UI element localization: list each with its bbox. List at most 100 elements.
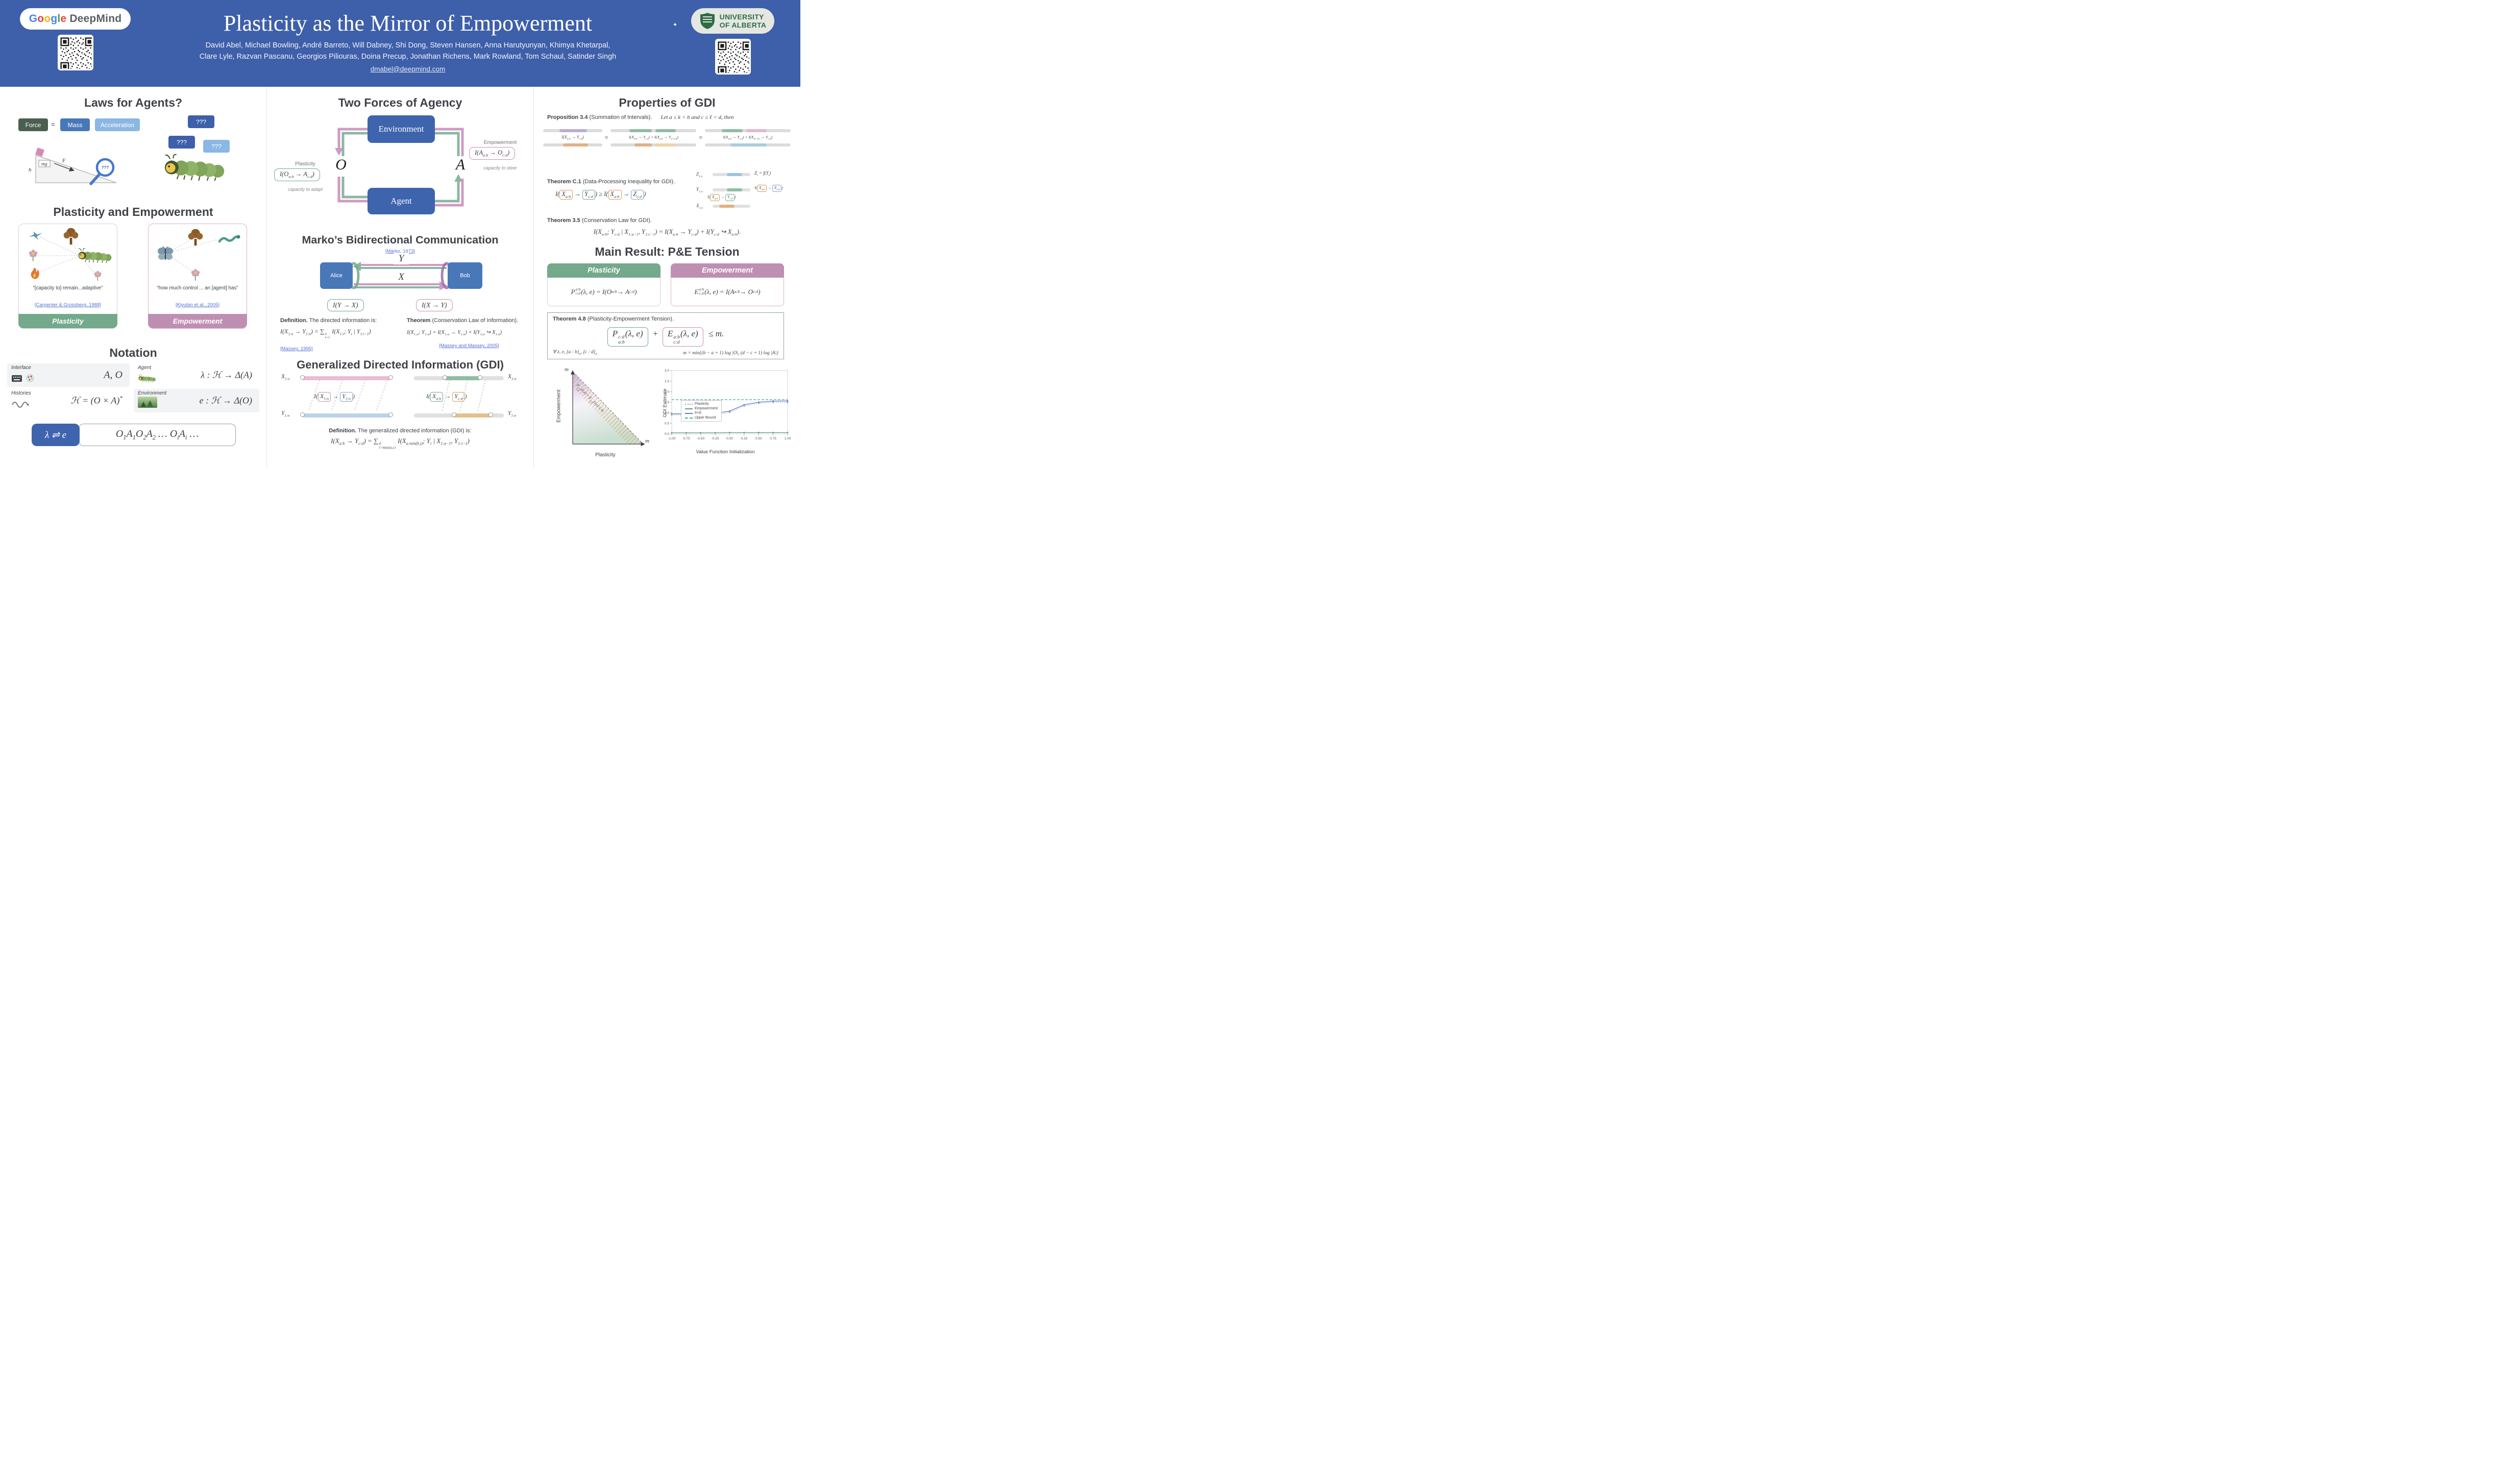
two-forces-heading: Two Forces of Agency bbox=[338, 96, 462, 109]
sparkle-icon: ✦ bbox=[673, 22, 678, 28]
y-bar bbox=[713, 188, 750, 191]
gdi-heading: Generalized Directed Information (GDI) bbox=[297, 358, 504, 371]
svg-text:2.0: 2.0 bbox=[665, 390, 669, 394]
histories-squiggle-icon bbox=[11, 400, 30, 410]
header-center: Plasticity as the Mirror of Empowerment … bbox=[135, 8, 680, 83]
agent-icon bbox=[138, 374, 156, 385]
conservation-formula: I(X1:n; Y1:n) = I(X1:n → Y1:n) + I(Y1:n … bbox=[407, 329, 502, 337]
agent-value: λ : ℋ → Δ(A) bbox=[201, 370, 252, 380]
gdi-left-formula: I(X1:n → Y1:n) bbox=[314, 392, 355, 402]
chart-ylabel: GDI Estimate bbox=[662, 388, 668, 418]
svg-text:1.5: 1.5 bbox=[665, 401, 669, 404]
tension-xlabel: Plasticity bbox=[595, 452, 616, 458]
conservation-gdi-formula: I(Xa:b; Yc:d | X1:a−1, Y1:c−1) = I(Xa:b … bbox=[593, 228, 741, 237]
marko-arrows bbox=[348, 262, 453, 290]
conservation-law-theorem: Theorem (Conservation Law of Information… bbox=[407, 317, 531, 350]
poster: Google DeepMind Plasticity as the Mirror … bbox=[0, 0, 800, 467]
inclined-plane-diagram: h mg F ??? bbox=[29, 148, 117, 185]
magnifier-question: ??? bbox=[102, 165, 109, 170]
m-right-label: m bbox=[645, 438, 649, 444]
empowerment-card-footer: Empowerment bbox=[148, 314, 247, 328]
gdi-legend: Plasticity Empowerment P+E Upper Bound bbox=[681, 400, 722, 422]
interface-value: A, O bbox=[104, 369, 123, 381]
column-agency-gdi: Two Forces of Agency Environment Agent O… bbox=[266, 87, 533, 467]
x-timeline-green bbox=[414, 375, 504, 380]
tension-plot-canvas bbox=[570, 370, 645, 447]
x1n-label-left: X1:n bbox=[281, 374, 290, 381]
conservation-gdi-line: Theorem 3.5 (Conservation Law for GDI). bbox=[547, 217, 652, 224]
y-letter: Y bbox=[394, 253, 409, 264]
acceleration-box: Acceleration bbox=[95, 118, 140, 131]
column-properties-results: Properties of GDI Proposition 3.4 (Summa… bbox=[533, 87, 800, 467]
svg-text:2.5: 2.5 bbox=[665, 380, 669, 383]
environment-value: e : ℋ → Δ(O) bbox=[199, 395, 252, 406]
authors-line-2: Clare Lyle, Razvan Pascanu, Georgios Pil… bbox=[199, 52, 617, 61]
keyboard-icon bbox=[12, 375, 22, 382]
tension-ylabel: Empowerment bbox=[556, 389, 562, 423]
svg-text:-0.75: -0.75 bbox=[682, 437, 690, 440]
empowerment-quote: “how much control ... an [agent] has” bbox=[157, 285, 238, 291]
notation-interface-row: Interface A, O bbox=[7, 363, 130, 387]
dpi-small-y: I(Xa:b → Yc:d) bbox=[707, 194, 736, 202]
plasticity-empowerment-heading: Plasticity and Empowerment bbox=[53, 205, 213, 218]
gdi-right-dashes bbox=[442, 380, 486, 412]
svg-text:1.00: 1.00 bbox=[785, 437, 791, 440]
svg-text:-0.25: -0.25 bbox=[712, 437, 719, 440]
histories-value: ℋ = (O × A)* bbox=[70, 395, 123, 406]
plasticity-cite-link[interactable]: [Carpenter & Grossberg, 1988] bbox=[35, 302, 101, 308]
x1n-label-right: X1:n bbox=[508, 374, 517, 381]
plasticity-formula-box: I(Oa:b → Ac:d) bbox=[274, 168, 320, 181]
email-link[interactable]: dmabel@deepmind.com bbox=[370, 65, 446, 73]
y1n-label-right: Y1:n bbox=[508, 410, 516, 418]
mass-box: Mass bbox=[60, 118, 90, 131]
flower-icon bbox=[28, 249, 38, 262]
notation-heading: Notation bbox=[109, 346, 157, 359]
interval-group-2: I(Xa:b → Yc:ℓ) + I(Xa:b → Yℓ+1:d) bbox=[610, 127, 697, 149]
plasticity-card-footer: Plasticity bbox=[18, 314, 117, 328]
chart-xlabel: Value Function Initialization bbox=[696, 449, 755, 455]
plasticity-tag: Plasticity bbox=[295, 161, 315, 167]
gdi-left-dashes bbox=[308, 380, 388, 412]
observation-letter: O bbox=[332, 156, 350, 174]
empowerment-cite-link[interactable]: [Klyubin et al., 2005] bbox=[175, 302, 220, 308]
ualberta-shield-icon bbox=[699, 12, 716, 30]
gdi-timelines: X1:n I(X1:n → Y1:n) Y1:n X1:n I(Xa:b → Y… bbox=[267, 374, 536, 425]
caterpillar-illustration bbox=[164, 154, 225, 181]
notation-histories-row: Histories ℋ = (O × A)* bbox=[7, 389, 130, 412]
empowerment-card: “how much control ... an [agent] has” [K… bbox=[148, 224, 247, 329]
massey-cite-link[interactable]: [Massey, 1995] bbox=[280, 346, 313, 352]
histories-label: Histories bbox=[11, 390, 31, 396]
svg-text:0.75: 0.75 bbox=[770, 437, 776, 440]
force-box: Force bbox=[18, 118, 48, 131]
z-function-label: Zi = f(Yi) bbox=[754, 170, 771, 177]
y-timeline-blue bbox=[300, 412, 393, 418]
svg-text:0.50: 0.50 bbox=[755, 437, 762, 440]
interval-group-3: I(Xa:k → Yc:d) + I(Xk+1:b → Yc:d) bbox=[704, 127, 791, 149]
properties-heading: Properties of GDI bbox=[619, 96, 716, 109]
deepmind-wordmark: DeepMind bbox=[69, 13, 122, 24]
magnifier-handle bbox=[89, 172, 102, 185]
laws-heading: Laws for Agents? bbox=[84, 96, 183, 109]
y-timeline-tan bbox=[414, 412, 504, 418]
header-right: UNIVERSITY OF ALBERTA bbox=[680, 8, 785, 83]
proposition-34-line: Proposition 3.4 (Summation of Intervals)… bbox=[547, 114, 734, 120]
flower-icon-small bbox=[93, 271, 102, 281]
gdi-estimate-chart: 0.0 0.5 1.0 1.5 2.0 2.5 3.0 -1.00 -0.75 -0.50 -0.2… bbox=[656, 366, 794, 464]
svg-text:0.5: 0.5 bbox=[665, 422, 669, 426]
force-arrow-label: F bbox=[62, 158, 66, 164]
header-left: Google DeepMind bbox=[15, 8, 135, 83]
empowerment-result-header: Empowerment bbox=[671, 263, 784, 278]
agent-label: Agent bbox=[138, 365, 152, 371]
leq-m: ≤ m. bbox=[708, 329, 724, 338]
tree-icon bbox=[63, 228, 79, 245]
massey-massey-cite-link[interactable]: [Massey and Massey, 2005] bbox=[439, 343, 499, 349]
marko-cite-link[interactable]: [Marko, 1973] bbox=[385, 249, 415, 254]
qr-code-right bbox=[715, 39, 751, 75]
main-result-heading: Main Result: P&E Tension bbox=[595, 245, 740, 258]
svg-text:3.0: 3.0 bbox=[665, 369, 669, 373]
ualberta-wordmark: UNIVERSITY OF ALBERTA bbox=[719, 12, 767, 29]
